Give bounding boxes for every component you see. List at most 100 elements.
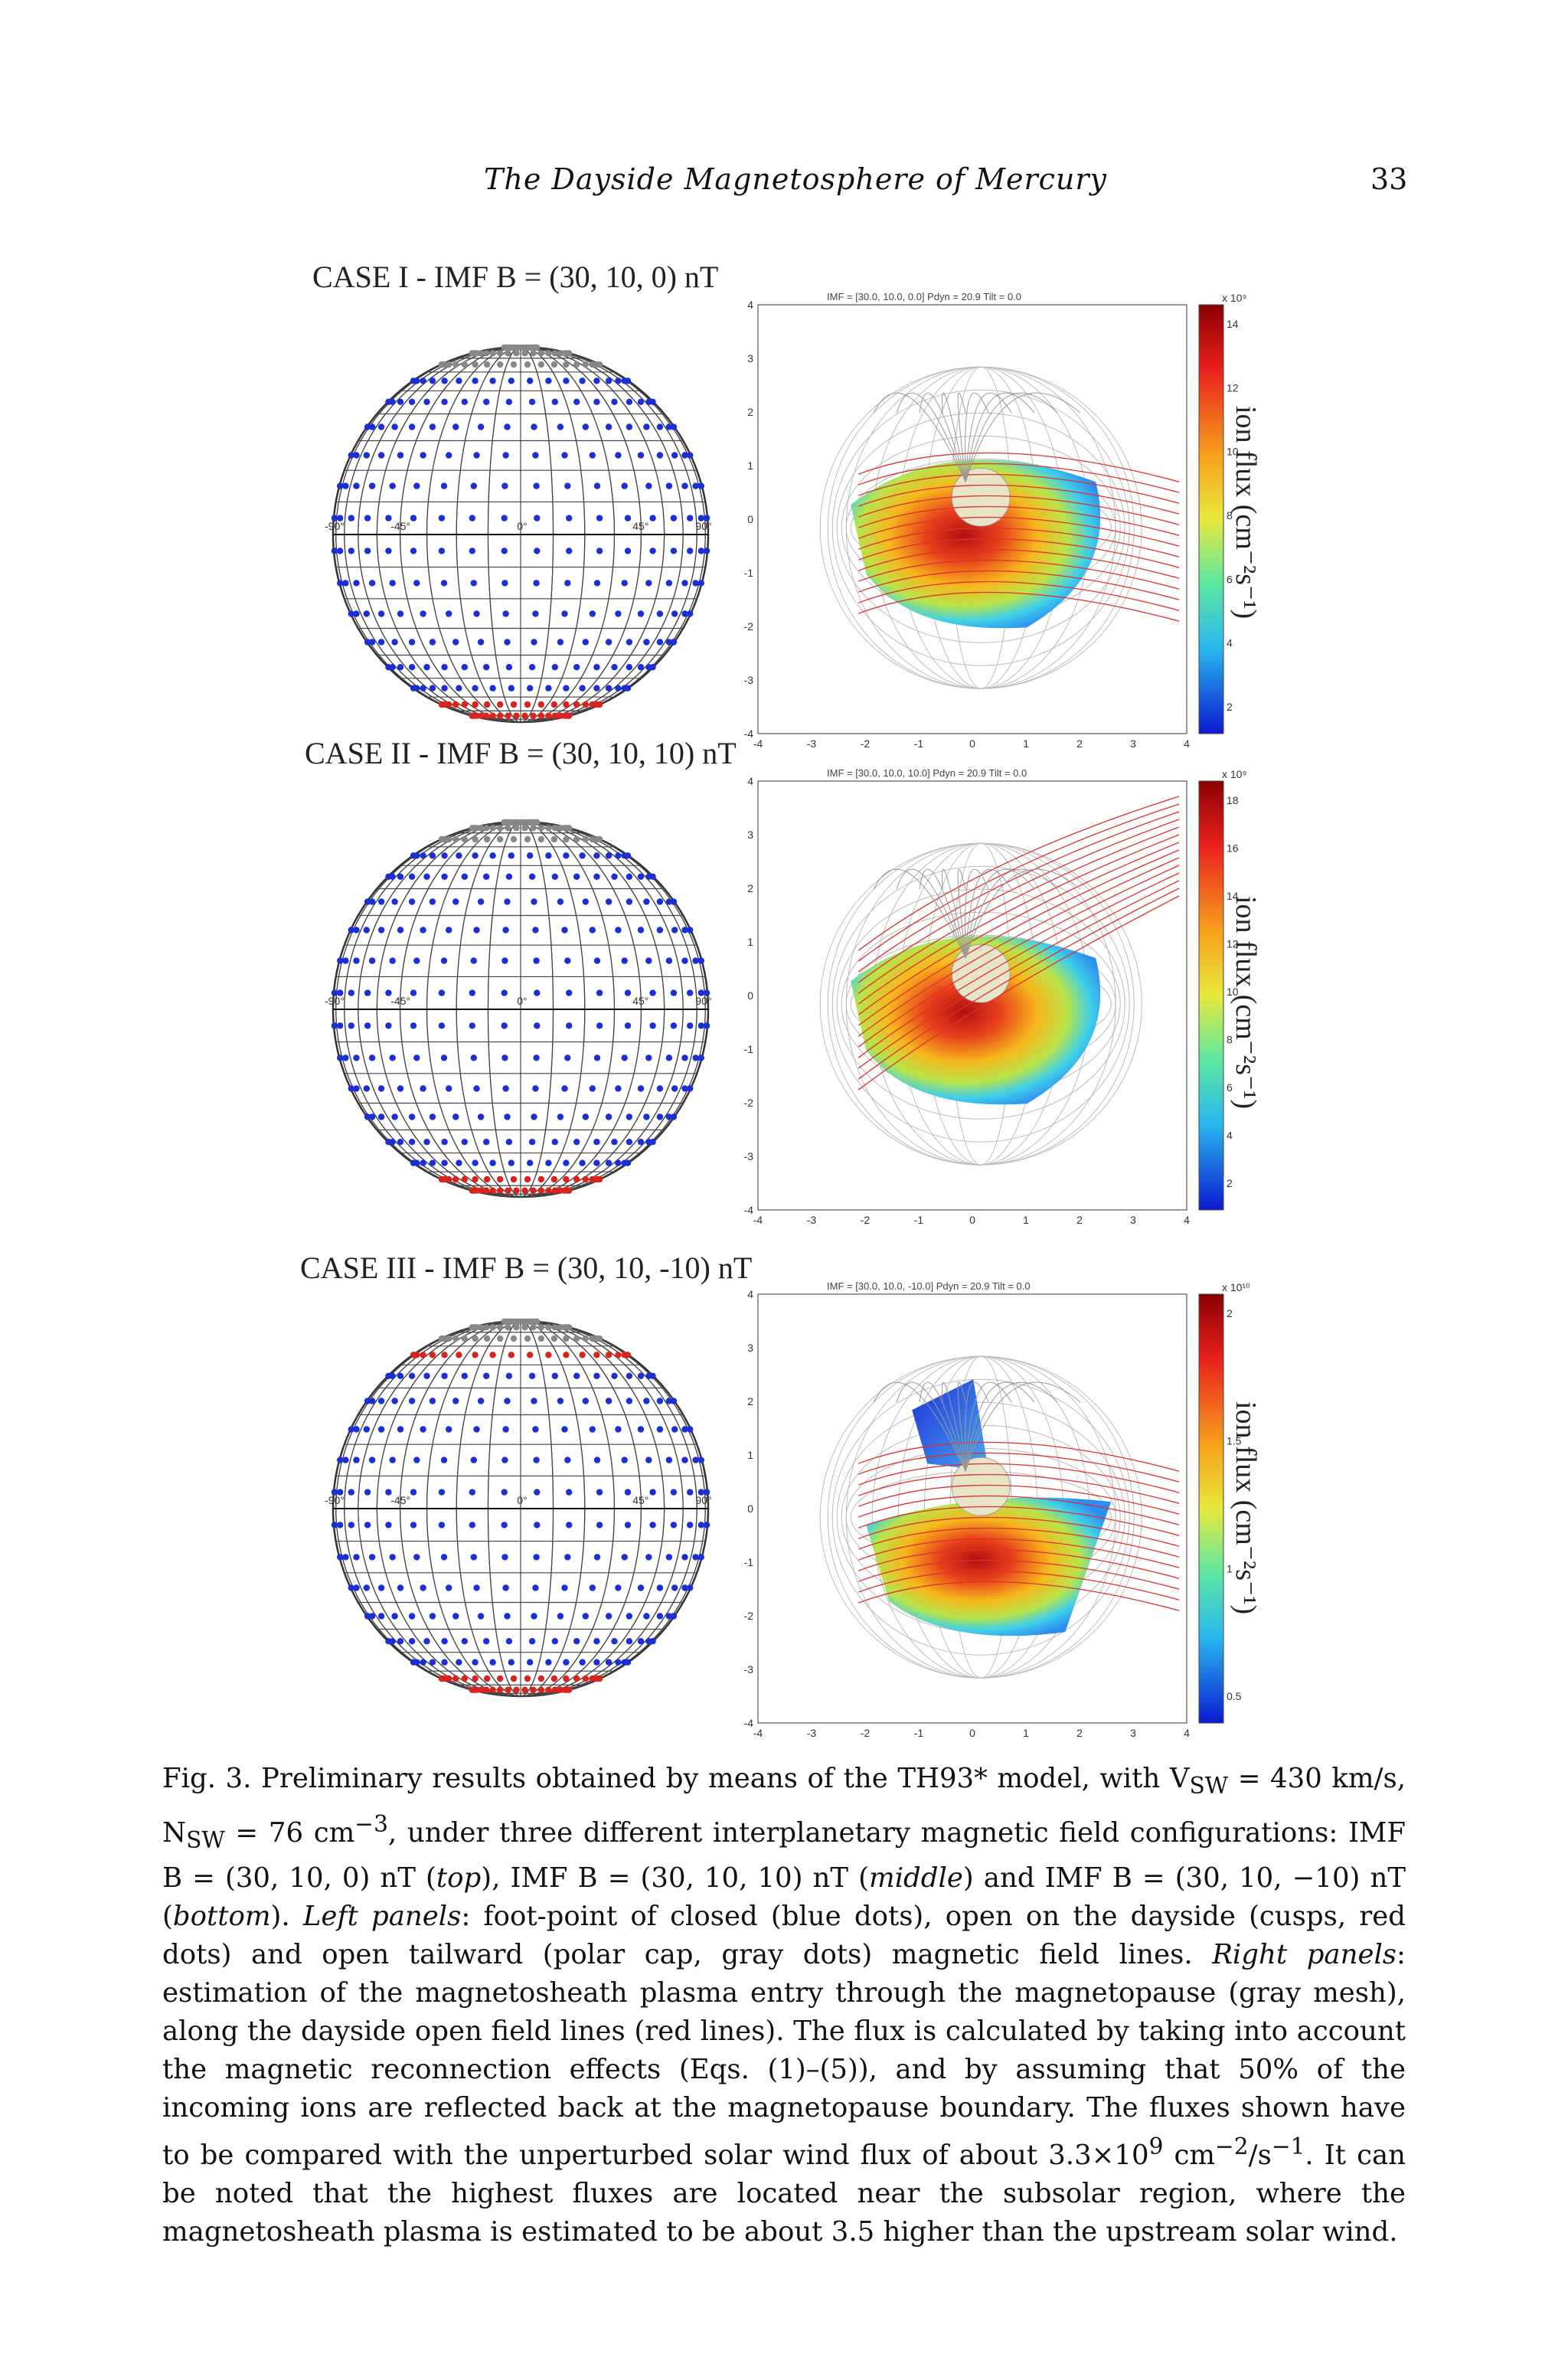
longitude-label: -90° [325, 1494, 345, 1506]
running-head: The Dayside Magnetosphere of Mercury 33 [0, 162, 1568, 205]
longitude-label: -45° [390, 520, 410, 532]
colorbar-tick-label: 4 [1227, 637, 1233, 649]
x-tick-label: -1 [914, 1214, 924, 1225]
colorbar-tick-label: 4 [1227, 1130, 1233, 1142]
footpoint-globe: -90° -45° 0° 45° 90° [322, 1317, 720, 1711]
flux-surface [851, 936, 1101, 1105]
colorbar-tick-label: 14 [1227, 890, 1239, 902]
y-tick-label: 3 [747, 829, 753, 841]
colorbar-label: ion flux (cm⁻²s⁻¹) [1230, 1401, 1262, 1615]
page-number: 33 [1370, 162, 1408, 196]
longitude-label: -45° [390, 1494, 410, 1506]
y-tick-label: -1 [744, 1043, 754, 1055]
x-tick-label: -3 [807, 737, 817, 749]
colorbar-tick-label: 0.5 [1227, 1690, 1242, 1702]
x-tick-label: -3 [807, 1727, 817, 1738]
colorbar-tick-label: 6 [1227, 573, 1233, 585]
x-tick-label: 4 [1184, 1214, 1190, 1225]
colorbar-tick-label: 6 [1227, 1081, 1233, 1094]
x-tick-label: 1 [1023, 1214, 1029, 1225]
x-tick-label: -2 [861, 737, 871, 749]
longitude-label: 90° [695, 1494, 711, 1506]
y-tick-label: 4 [747, 299, 753, 311]
colorbar-tick-label: 2 [1227, 1307, 1233, 1319]
closed-field-lines [873, 392, 1081, 482]
y-tick-label: -3 [744, 674, 754, 686]
longitude-label: -90° [325, 995, 345, 1007]
y-tick-label: -1 [744, 567, 754, 579]
colorbar [1198, 1293, 1224, 1724]
x-tick-label: 0 [969, 1727, 975, 1738]
x-tick-label: -3 [807, 1214, 817, 1225]
colorbar-tick-label: 16 [1227, 842, 1239, 855]
planet [951, 943, 1011, 1003]
colorbar-tick-label: 8 [1227, 1034, 1233, 1046]
longitude-label: 90° [695, 995, 711, 1007]
longitude-label: 0° [517, 1494, 527, 1506]
open-field-lines [858, 796, 1180, 1090]
y-tick-label: -2 [744, 620, 754, 633]
y-tick-label: -3 [744, 1663, 754, 1676]
colorbar-label: ion flux (cm⁻²s⁻¹) [1230, 896, 1262, 1110]
x-tick-label: 2 [1076, 737, 1083, 749]
footpoint-dots [331, 819, 710, 1194]
y-tick-label: 2 [747, 1395, 753, 1407]
y-tick-label: 3 [747, 1342, 753, 1354]
colorbar-exponent: x 10⁹ [1222, 292, 1246, 304]
longitude-label: 45° [632, 995, 648, 1007]
figure-caption: Fig. 3. Preliminary results obtained by … [162, 1763, 1406, 2248]
longitude-label: -45° [390, 995, 410, 1007]
caption-label: Fig. 3. [162, 1763, 252, 1794]
closed-field-lines [873, 1381, 1081, 1472]
x-tick-label: 1 [1023, 737, 1029, 749]
y-tick-label: -2 [744, 1097, 754, 1109]
x-tick-label: 2 [1076, 1214, 1083, 1225]
x-tick-label: 2 [1076, 1727, 1083, 1738]
footpoint-dots [331, 344, 710, 719]
x-tick-label: 3 [1130, 1727, 1136, 1738]
x-tick-label: 3 [1130, 1214, 1136, 1225]
x-tick-label: -2 [861, 1727, 871, 1738]
flux-plot: IMF = [30.0, 10.0, 10.0] Pdyn = 20.9 Til… [743, 766, 1263, 1228]
colorbar-exponent: x 10⁹ [1222, 768, 1246, 780]
footpoint-globe: -90° -45° 0° 45° 90° [322, 818, 720, 1211]
x-tick-label: 0 [969, 1214, 975, 1225]
y-tick-label: 0 [747, 513, 753, 525]
case-label: CASE II - IMF B = (30, 10, 10) nT [305, 736, 737, 770]
x-tick-label: 4 [1184, 1727, 1190, 1738]
plot-header: IMF = [30.0, 10.0, 0.0] Pdyn = 20.9 Tilt… [827, 291, 1021, 302]
colorbar-tick-label: 14 [1227, 318, 1239, 330]
longitude-label: 45° [632, 1494, 648, 1506]
case-label: CASE III - IMF B = (30, 10, -10) nT [300, 1251, 753, 1285]
closed-field-lines [873, 868, 1081, 959]
y-tick-label: -4 [744, 1717, 754, 1729]
x-tick-label: -4 [753, 1214, 763, 1225]
y-tick-label: 1 [747, 1449, 753, 1461]
x-tick-label: 0 [969, 737, 975, 749]
y-tick-label: 1 [747, 936, 753, 948]
longitude-label: -90° [325, 520, 345, 532]
colorbar-tick-label: 12 [1227, 938, 1239, 950]
plot-header: IMF = [30.0, 10.0, 10.0] Pdyn = 20.9 Til… [827, 767, 1027, 779]
y-tick-label: -2 [744, 1610, 754, 1622]
footpoint-globe: -90° -45° 0° 45° 90° [322, 343, 720, 737]
x-tick-label: 3 [1130, 737, 1136, 749]
colorbar-tick-label: 10 [1227, 986, 1239, 998]
colorbar-tick-label: 12 [1227, 381, 1239, 394]
x-tick-label: -2 [861, 1214, 871, 1225]
open-field-lines [858, 452, 1180, 622]
magnetopause-mesh [819, 842, 1142, 1166]
longitude-label: 0° [517, 995, 527, 1007]
longitude-label: 90° [695, 520, 711, 532]
colorbar-tick-label: 2 [1227, 1177, 1233, 1189]
y-tick-label: 2 [747, 882, 753, 894]
colorbar [1198, 304, 1224, 734]
y-tick-label: 0 [747, 1502, 753, 1515]
y-tick-label: 1 [747, 459, 753, 472]
x-tick-label: 1 [1023, 1727, 1029, 1738]
x-tick-label: -4 [753, 737, 763, 749]
colorbar-label: ion flux (cm⁻²s⁻¹) [1230, 406, 1262, 620]
case-label: CASE I - IMF B = (30, 10, 0) nT [312, 260, 719, 294]
plot-header: IMF = [30.0, 10.0, -10.0] Pdyn = 20.9 Ti… [827, 1280, 1031, 1292]
footpoint-dots [331, 1318, 710, 1693]
